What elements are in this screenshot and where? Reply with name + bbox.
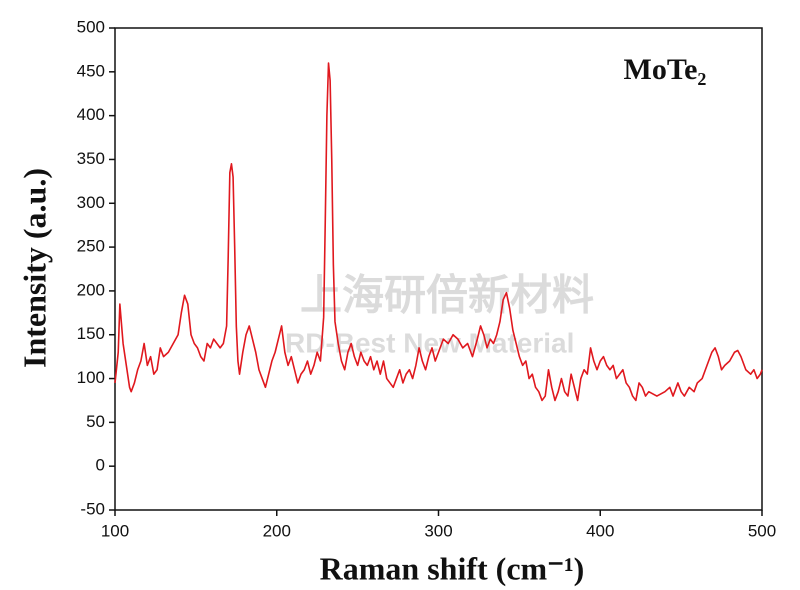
y-tick-label: 450 [77,61,105,80]
y-tick-label: 500 [77,17,105,36]
annotation: MoTe₂ [624,53,707,86]
y-tick-label: 0 [96,456,105,475]
y-axis-label: Intensity (a.u.) [16,168,52,368]
y-tick-label: 50 [86,412,105,431]
y-tick-label: -50 [80,499,105,518]
spectrum-line [114,62,763,402]
watermark: 上海研倍新材料 [300,273,594,320]
x-tick-label: 500 [748,521,776,540]
y-tick-label: 400 [77,105,105,124]
x-tick-label: 300 [424,521,452,540]
y-tick-label: 250 [77,237,105,256]
y-tick-label: 100 [77,368,105,387]
y-tick-label: 200 [77,280,105,299]
y-tick-label: 150 [77,324,105,343]
y-tick-label: 350 [77,149,105,168]
x-tick-label: 200 [263,521,291,540]
x-axis-label: Raman shift (cm⁻¹) [320,550,585,586]
x-tick-label: 100 [101,521,129,540]
plot-frame [114,27,763,511]
x-tick-label: 400 [586,521,614,540]
y-tick-label: 300 [77,193,105,212]
